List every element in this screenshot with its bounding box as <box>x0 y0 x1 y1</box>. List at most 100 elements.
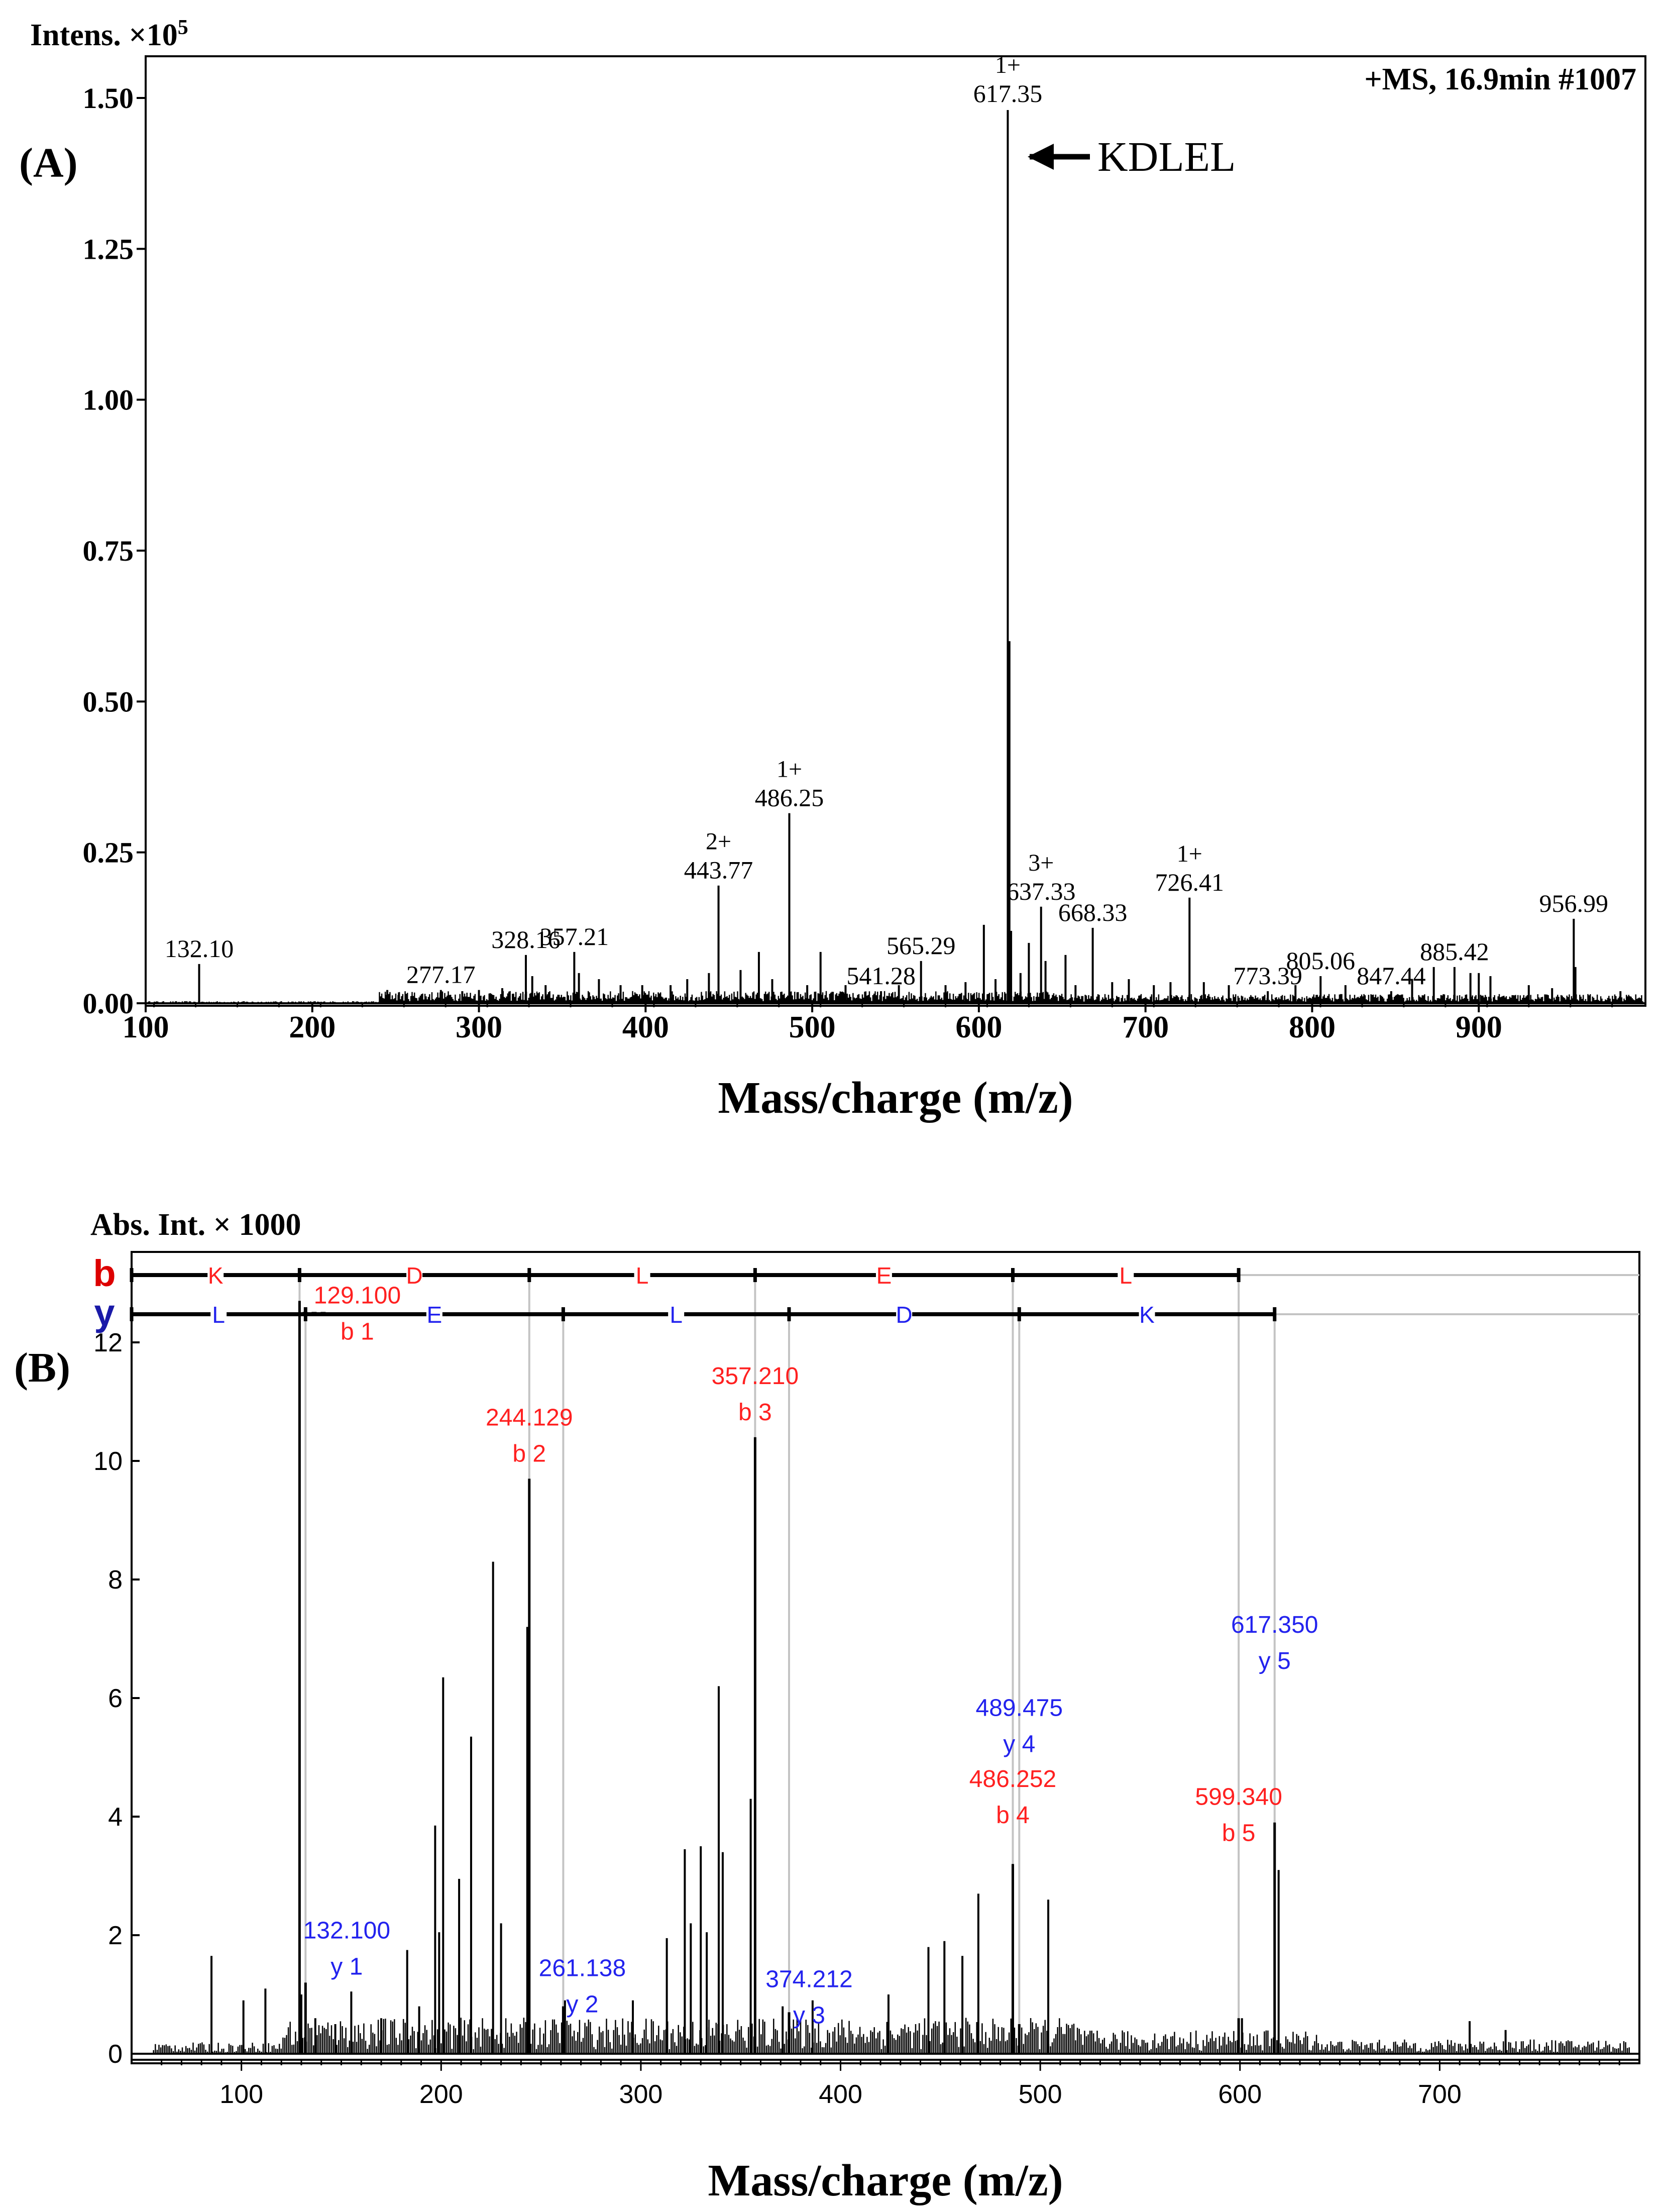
panel-a-y-tick-label: 0.25 <box>83 836 134 869</box>
panel-b-y-tick-label: 2 <box>108 1921 123 1950</box>
b-residue-bg <box>207 1264 224 1286</box>
panel-b-y-tick-label: 0 <box>108 2040 123 2069</box>
panel-b-y-axis-label: Abs. Int. × 1000 <box>90 1208 301 1242</box>
panel-a-charge-label: 3+ <box>1028 850 1054 876</box>
y-residue-bg <box>210 1303 227 1325</box>
panel-b-x-tick-label: 300 <box>619 2080 663 2109</box>
y-residue: L <box>670 1302 683 1328</box>
panel-a-peak-label: 847.44 <box>1357 962 1426 990</box>
panel-b-fragment-ion: y 5 <box>1259 1648 1291 1674</box>
y-residue-bg <box>426 1303 442 1325</box>
y-residue: E <box>427 1302 442 1328</box>
panel-a-ms-spectrum: Intens. ×105 (A) +MS, 16.9min #1007 0.00… <box>19 16 1646 1123</box>
b-residue-bg <box>1118 1264 1134 1286</box>
b-ladder-letter: b <box>93 1252 116 1294</box>
y-residue: L <box>212 1302 225 1328</box>
panel-b-peaks <box>210 1301 1507 2054</box>
panel-a-charge-label: 1+ <box>777 756 802 783</box>
panel-a-peak-label: 443.77 <box>684 856 753 884</box>
b-residue-bg <box>406 1264 423 1286</box>
panel-a-peak-label: 541.28 <box>846 962 916 990</box>
panel-b-x-tick-label: 100 <box>219 2080 263 2109</box>
panel-a-peaks <box>198 110 1622 1003</box>
panel-b-plot-frame <box>131 1251 1640 2064</box>
panel-b-fragment-mz: 374.212 <box>765 1966 853 1992</box>
panel-a-y-tick-label: 1.25 <box>83 233 134 265</box>
panel-a-peak-label: 328.16 <box>491 925 561 954</box>
panel-a-charge-label: 2+ <box>706 828 731 855</box>
panel-a-peak-label: 637.33 <box>1007 877 1076 905</box>
panel-a-peak-label: 277.17 <box>406 961 476 989</box>
panel-b-x-tick-label: 700 <box>1418 2080 1462 2109</box>
panel-b-fragment-mz: 132.100 <box>303 1917 391 1944</box>
panel-b-y-tick-label: 4 <box>108 1803 123 1832</box>
panel-b-fragment-ion: y 2 <box>566 1991 598 2018</box>
panel-a-y-tick-label: 0.00 <box>83 987 134 1020</box>
panel-a-peak-label: 773.39 <box>1233 962 1302 990</box>
panel-b-fragment-ion: b 3 <box>738 1399 772 1426</box>
panel-a-plot-frame <box>145 55 1646 1007</box>
y-residue: K <box>1139 1302 1155 1328</box>
panel-a-peak-label: 668.33 <box>1058 898 1128 926</box>
panel-b-fragment-ion: b 2 <box>512 1440 546 1467</box>
y-ladder-letter: y <box>94 1292 115 1333</box>
panel-b-x-ticks: 100 200 300 400 500 600 700 <box>132 2059 1639 2109</box>
panel-b-fragment-mz: 617.350 <box>1231 1612 1318 1638</box>
panel-b-fragment-mz: 599.340 <box>1195 1783 1282 1810</box>
panel-a-peak-label: 565.29 <box>886 931 956 960</box>
panel-b-x-axis-label: Mass/charge (m/z) <box>708 2156 1063 2205</box>
panel-a-title: +MS, 16.9min #1007 <box>1364 62 1636 96</box>
panel-b-fragment-mz: 357.210 <box>712 1363 799 1390</box>
panel-a-x-tick-label: 100 <box>123 1010 169 1044</box>
panel-b-noise-path <box>153 2018 1630 2054</box>
panel-a-y-tick-label: 1.00 <box>83 384 134 416</box>
panel-a-x-axis-label: Mass/charge (m/z) <box>718 1073 1073 1123</box>
panel-a-peak-label: 132.10 <box>165 934 234 963</box>
panel-a-peak-labels: 132.10277.17328.16357.21443.772+486.251+… <box>165 52 1608 990</box>
panel-b-fragment-labels: 129.100 b 1 244.129 b 2 357.210 b 3 486.252 b 4… <box>302 1282 1318 2029</box>
panel-b-x-tick-label: 600 <box>1218 2080 1262 2109</box>
panel-a-peak-label: 726.41 <box>1155 868 1225 896</box>
panel-b-y-tick-label: 8 <box>108 1565 123 1595</box>
panel-a-y-axis-label: Intens. ×105 <box>30 16 188 52</box>
panel-a-peak-label: 486.25 <box>755 784 824 812</box>
panel-b-fragment-ion: y 4 <box>1003 1731 1035 1757</box>
panel-b-fragment-mz: 261.138 <box>539 1955 626 1982</box>
panel-a-peak-label: 956.99 <box>1539 889 1609 917</box>
panel-b-x-tick-label: 200 <box>419 2080 463 2109</box>
b-residue-bg <box>875 1264 892 1286</box>
b-residue: E <box>876 1262 892 1289</box>
b-residue-bg <box>634 1264 650 1286</box>
panel-b-fragment-ion: y 3 <box>793 2002 825 2029</box>
panel-a-x-tick-label: 700 <box>1122 1010 1169 1044</box>
panel-a-y-tick-label: 1.50 <box>83 82 134 115</box>
panel-b-y-tick-label: 6 <box>108 1684 123 1713</box>
panel-b-fragment-ion: y 1 <box>330 1953 363 1980</box>
panel-a-x-tick-label: 600 <box>955 1010 1002 1044</box>
panel-a-x-ticks: 100 200 300 400 500 600 700 800 900 <box>123 1003 1613 1044</box>
panel-a-y-tick-label: 0.50 <box>83 685 134 718</box>
panel-b-fragment-ion: b 5 <box>1222 1820 1256 1846</box>
panel-b-y-ticks: 0 2 4 6 8 10 12 <box>93 1328 140 2069</box>
panel-b-sequence-ladders: K D L E LL E L D K <box>130 1262 1277 1328</box>
panel-a-peak-label: 805.06 <box>1286 946 1355 975</box>
panel-a-x-tick-label: 800 <box>1289 1010 1336 1044</box>
panel-a-peak-label: 617.35 <box>973 79 1043 108</box>
b-residue: L <box>636 1262 649 1289</box>
panel-b-x-tick-label: 400 <box>819 2080 862 2109</box>
panel-a-x-tick-label: 400 <box>622 1010 669 1044</box>
panel-a-label: (A) <box>19 140 78 186</box>
panel-a-y-tick-label: 0.75 <box>83 535 134 567</box>
y-residue-bg <box>668 1303 685 1325</box>
panel-b-fragment-mz: 244.129 <box>486 1404 573 1431</box>
kdlel-arrow-head <box>1028 144 1054 170</box>
b-residue: D <box>406 1262 422 1289</box>
panel-b-fragment-ion: b 1 <box>341 1318 374 1345</box>
panel-a-x-tick-label: 900 <box>1456 1010 1502 1044</box>
panel-b-y-tick-label: 12 <box>93 1328 123 1357</box>
panel-a-x-tick-label: 300 <box>456 1010 502 1044</box>
panel-a-y-ticks: 0.00 0.25 0.50 0.75 1.00 1.25 1.50 <box>83 82 146 1020</box>
panel-a-peak-label: 885.42 <box>1420 937 1489 966</box>
panel-b-fragment-ion: b 4 <box>996 1802 1030 1829</box>
